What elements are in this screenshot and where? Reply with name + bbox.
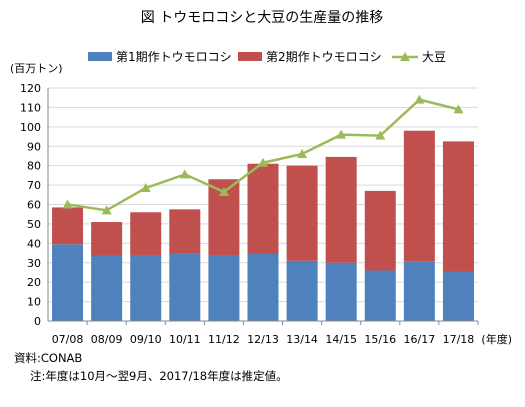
soy-point — [140, 182, 151, 192]
bar-second-crop — [325, 156, 357, 263]
soy-point — [336, 129, 347, 139]
bar-second-crop — [52, 207, 84, 245]
bar-first-crop — [208, 254, 240, 321]
legend-label: 第1期作トウモロコシ — [116, 50, 232, 64]
x-tick-label: 17/18 — [443, 333, 475, 346]
soy-point — [414, 94, 425, 104]
x-tick-label: 11/12 — [208, 333, 240, 346]
y-tick-label: 110 — [20, 101, 41, 114]
x-tick-label: 12/13 — [247, 333, 279, 346]
soy-line — [62, 94, 464, 215]
bar-first-crop — [442, 271, 474, 321]
legend-marker — [400, 52, 410, 61]
bar-second-crop — [364, 190, 396, 271]
bar-first-crop — [286, 260, 318, 321]
y-tick-label: 30 — [27, 257, 41, 270]
y-tick-label: 80 — [27, 160, 41, 173]
axes: 0 10 20 30 40 50 60 70 80 90 100 110 120 07/08 08/09 09… — [20, 82, 479, 346]
y-tick-label: 0 — [34, 315, 41, 328]
soy-point — [453, 104, 464, 114]
bar-second-crop — [442, 141, 474, 272]
legend-label: 大豆 — [422, 50, 446, 64]
bar-second-crop — [130, 212, 162, 255]
soy-point — [179, 169, 190, 179]
x-tick-label: 09/10 — [130, 333, 162, 346]
bar-first-crop — [364, 270, 396, 321]
bar-first-crop — [91, 255, 123, 321]
bar-second-crop — [91, 221, 123, 256]
y-tick-label: 10 — [27, 296, 41, 309]
bars — [52, 130, 474, 321]
soy-point — [258, 157, 268, 167]
bar-second-crop — [286, 165, 318, 261]
soy-point — [218, 186, 229, 196]
y-tick-label: 90 — [27, 140, 41, 153]
x-tick-label: 10/11 — [169, 333, 201, 346]
x-axis-unit: (年度) — [481, 332, 512, 346]
bar-first-crop — [325, 262, 357, 321]
bar-first-crop — [52, 244, 84, 321]
y-tick-label: 20 — [27, 276, 41, 289]
bar-first-crop — [130, 254, 162, 321]
soy-point — [297, 149, 308, 159]
bar-second-crop — [247, 163, 279, 255]
y-tick-label: 40 — [27, 237, 41, 250]
soy-point — [375, 130, 386, 140]
legend: 第1期作トウモロコシ 第2期作トウモロコシ 大豆 — [88, 50, 446, 64]
bar-second-crop — [403, 130, 435, 262]
soy-point — [62, 199, 73, 209]
x-tick-label: 08/09 — [91, 333, 123, 346]
x-tick-label: 16/17 — [404, 333, 436, 346]
legend-label: 第2期作トウモロコシ — [266, 50, 382, 64]
x-tick-label: 15/16 — [364, 333, 396, 346]
footnote: 注:年度は10月～翌9月、2017/18年度は推定値。 — [30, 369, 288, 383]
bar-first-crop — [247, 254, 279, 321]
y-tick-label: 50 — [27, 218, 41, 231]
x-tick-label: 14/15 — [325, 333, 357, 346]
legend-swatch — [88, 52, 112, 61]
y-tick-label: 70 — [27, 179, 41, 192]
bar-first-crop — [403, 261, 435, 321]
bar-second-crop — [169, 209, 201, 254]
y-tick-label: 100 — [20, 121, 41, 134]
x-tick-label: 13/14 — [286, 333, 318, 346]
legend-swatch — [238, 52, 262, 61]
y-axis-label: (百万トン) — [10, 62, 63, 75]
chart-title: 図 トウモロコシと大豆の生産量の推移 — [141, 10, 383, 26]
soy-point — [101, 205, 112, 215]
x-tick-label: 07/08 — [52, 333, 84, 346]
bar-first-crop — [169, 253, 201, 321]
y-tick-label: 120 — [20, 82, 41, 95]
y-tick-label: 60 — [27, 199, 41, 212]
source-note: 資料:CONAB — [14, 351, 83, 365]
